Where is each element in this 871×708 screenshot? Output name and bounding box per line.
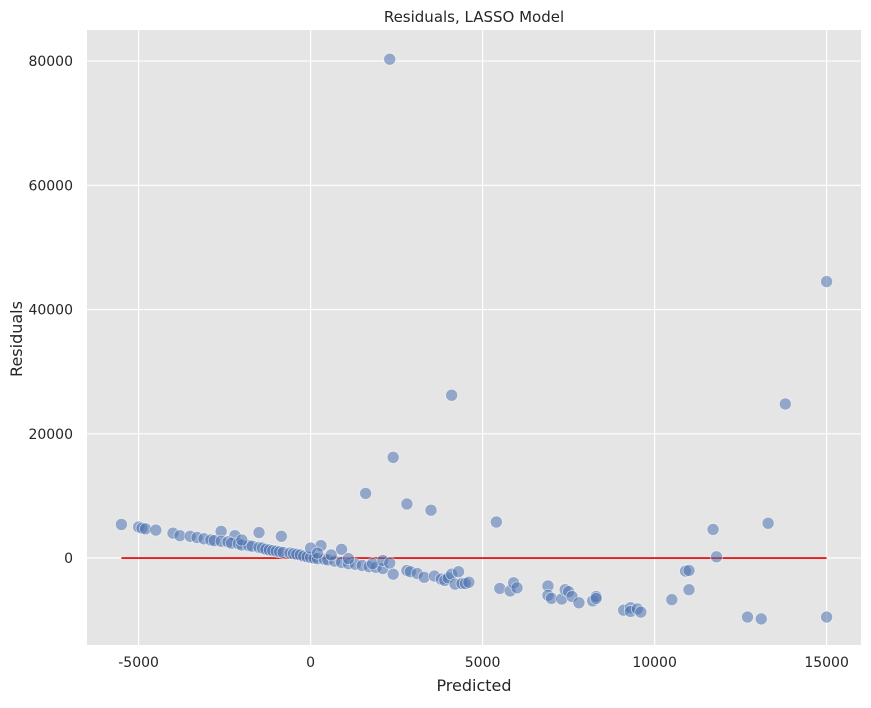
- data-point: [252, 526, 266, 539]
- data-point: [665, 593, 679, 607]
- scatter-points: [115, 52, 833, 626]
- data-point: [761, 516, 775, 530]
- data-point: [682, 564, 696, 577]
- y-tick-label: 60000: [28, 178, 73, 194]
- data-point: [342, 552, 355, 566]
- data-point: [634, 605, 648, 619]
- x-tick-label: 0: [306, 655, 315, 671]
- data-point: [778, 397, 792, 411]
- x-tick-label: 10000: [632, 655, 677, 671]
- data-point: [589, 592, 603, 605]
- y-tick-label: 80000: [28, 54, 73, 70]
- data-point: [324, 548, 338, 562]
- data-point: [311, 546, 324, 560]
- y-axis-label: Residuals: [7, 301, 26, 377]
- data-point: [754, 612, 768, 626]
- data-point: [682, 583, 696, 597]
- data-point: [115, 518, 128, 531]
- x-tick-label: -5000: [118, 655, 159, 671]
- data-point: [820, 610, 833, 624]
- data-point: [235, 533, 249, 547]
- x-tick-label: 15000: [804, 655, 849, 671]
- y-tick-labels: 0 20000 40000 60000 80000: [28, 54, 73, 567]
- x-tick-label: 5000: [465, 655, 501, 671]
- y-tick-label: 20000: [28, 427, 73, 443]
- data-point: [359, 487, 373, 500]
- data-point: [489, 515, 503, 529]
- data-point: [383, 52, 397, 66]
- data-point: [274, 529, 288, 543]
- y-tick-label: 40000: [28, 303, 73, 319]
- data-point: [445, 388, 459, 402]
- data-point: [424, 503, 438, 517]
- data-point: [386, 567, 400, 581]
- data-point: [383, 556, 397, 570]
- data-point: [149, 523, 163, 537]
- data-point: [335, 542, 348, 556]
- plot-background: [87, 30, 861, 645]
- data-point: [572, 596, 586, 610]
- chart-title: Residuals, LASSO Model: [384, 8, 564, 26]
- x-axis-label: Predicted: [436, 676, 511, 695]
- x-tick-labels: -5000 0 5000 10000 15000: [118, 655, 849, 671]
- data-point: [710, 550, 723, 564]
- data-point: [510, 581, 524, 595]
- data-point: [386, 450, 400, 464]
- data-point: [400, 497, 414, 511]
- y-tick-label: 0: [64, 551, 73, 567]
- data-point: [462, 575, 476, 589]
- data-point: [741, 610, 754, 624]
- data-point: [706, 523, 720, 536]
- data-point: [820, 275, 833, 288]
- data-point: [452, 565, 465, 579]
